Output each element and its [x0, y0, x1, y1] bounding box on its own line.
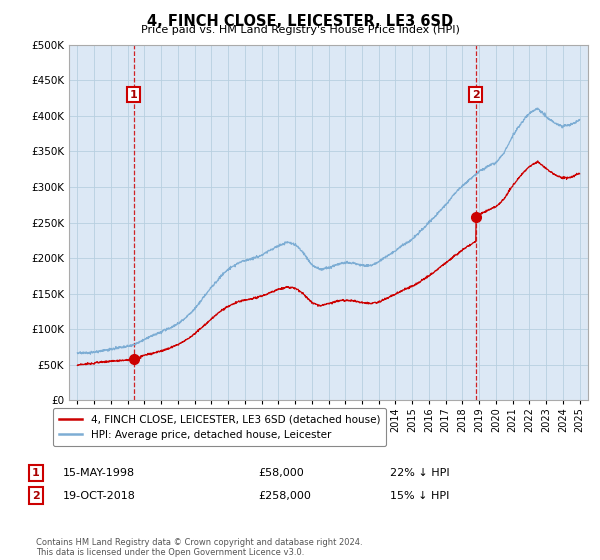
Text: 2: 2 — [32, 491, 40, 501]
Text: 4, FINCH CLOSE, LEICESTER, LE3 6SD: 4, FINCH CLOSE, LEICESTER, LE3 6SD — [147, 14, 453, 29]
Legend: 4, FINCH CLOSE, LEICESTER, LE3 6SD (detached house), HPI: Average price, detache: 4, FINCH CLOSE, LEICESTER, LE3 6SD (deta… — [53, 408, 386, 446]
Text: 15% ↓ HPI: 15% ↓ HPI — [390, 491, 449, 501]
Text: 19-OCT-2018: 19-OCT-2018 — [63, 491, 136, 501]
Text: £58,000: £58,000 — [258, 468, 304, 478]
Text: 1: 1 — [130, 90, 137, 100]
Text: 1: 1 — [32, 468, 40, 478]
Text: 2: 2 — [472, 90, 480, 100]
Text: £258,000: £258,000 — [258, 491, 311, 501]
Text: 22% ↓ HPI: 22% ↓ HPI — [390, 468, 449, 478]
Text: 15-MAY-1998: 15-MAY-1998 — [63, 468, 135, 478]
Text: Price paid vs. HM Land Registry's House Price Index (HPI): Price paid vs. HM Land Registry's House … — [140, 25, 460, 35]
Text: Contains HM Land Registry data © Crown copyright and database right 2024.
This d: Contains HM Land Registry data © Crown c… — [36, 538, 362, 557]
